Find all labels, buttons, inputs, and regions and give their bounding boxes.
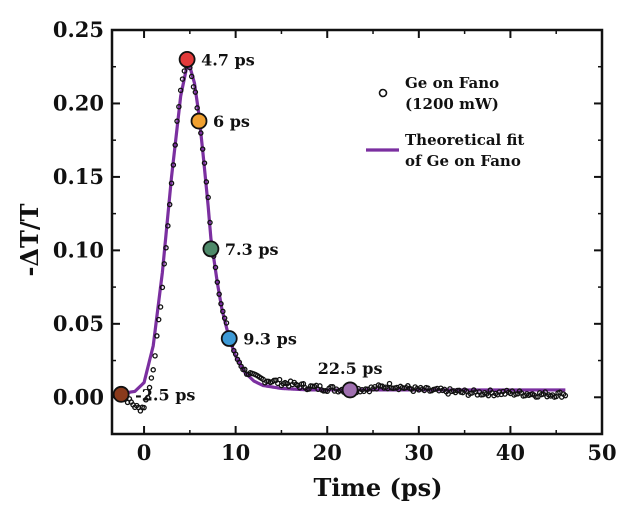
scatter-point <box>271 377 277 384</box>
scatter-point <box>150 367 156 373</box>
x-tick-label: 20 <box>313 440 342 465</box>
scatter-point <box>161 261 167 267</box>
annotations: -2.5 ps 4.7 ps 6 ps 7.3 ps 9.3 ps 22.5 ps <box>112 50 383 404</box>
y-axis-title: -ΔT/T <box>15 203 44 276</box>
scatter-point <box>203 179 210 185</box>
scatter-point <box>190 84 197 90</box>
scatter-point <box>201 160 208 166</box>
scatter-point <box>445 391 451 397</box>
scatter-point <box>216 291 222 297</box>
scatter-point <box>177 87 184 94</box>
scatter-point <box>240 366 246 373</box>
scatter-point <box>172 142 178 148</box>
annotation-marker <box>190 112 208 130</box>
legend-marker-scatter <box>378 88 388 98</box>
scatter-point <box>141 404 147 411</box>
scatter-point <box>159 284 166 291</box>
scatter-point <box>176 103 182 110</box>
scatter-point <box>220 308 226 315</box>
x-axis-title: Time (ps) <box>314 473 443 502</box>
y-tick-label: 0.00 <box>53 384 104 409</box>
scatter-point <box>166 201 173 208</box>
scatter-point <box>152 353 158 359</box>
y-tick-label: 0.20 <box>53 90 104 115</box>
scatter-point <box>179 76 186 82</box>
scatter-point <box>242 366 248 373</box>
scatter-point <box>205 194 211 201</box>
scatter-point <box>165 223 171 229</box>
scatter-point <box>174 118 180 124</box>
scatter-point <box>214 279 221 285</box>
annotation-marker <box>202 240 220 258</box>
scatter-point <box>144 394 151 401</box>
scatter-point <box>157 304 164 310</box>
legend-label-fit: Theoretical fit <box>405 131 524 149</box>
scatter-point <box>218 301 224 307</box>
scatter-point <box>223 320 230 326</box>
y-tick-label: 0.25 <box>53 17 104 42</box>
annotation-marker <box>178 50 196 68</box>
legend-label-fit: of Ge on Fano <box>405 152 521 170</box>
scatter-point <box>562 392 569 399</box>
legend: Ge on Fano (1200 mW) Theoretical fit of Ge … <box>366 74 524 170</box>
scatter-point <box>410 388 417 395</box>
scatter-point <box>170 162 177 168</box>
scatter-point <box>192 89 199 95</box>
axis-titles: Time (ps) -ΔT/T <box>15 203 443 502</box>
scatter-point <box>276 376 283 383</box>
scatter-point <box>328 383 334 390</box>
scatter-point <box>329 384 336 390</box>
scatter-point <box>188 73 195 80</box>
annotation-marker <box>112 385 130 403</box>
x-tick-label: 40 <box>496 440 525 465</box>
scatter-point <box>148 375 155 381</box>
y-tick-label: 0.05 <box>53 311 104 336</box>
legend-label-scatter: Ge on Fano <box>405 74 499 92</box>
legend-label-scatter: (1200 mW) <box>405 95 499 113</box>
plot-frame <box>110 28 604 436</box>
x-tick-label: 10 <box>221 440 250 465</box>
annotation-label: 7.3 ps <box>225 240 279 259</box>
scatter-point <box>199 146 206 152</box>
x-tick-label: 30 <box>404 440 433 465</box>
scatter-point <box>232 351 239 357</box>
annotation-marker <box>341 381 359 399</box>
scatter-point <box>163 245 169 251</box>
y-tick-label: 0.10 <box>53 237 104 262</box>
scatter-point <box>198 130 204 136</box>
annotation-label: 22.5 ps <box>318 359 383 378</box>
scatter-point <box>386 380 393 387</box>
ticks: 0 10 20 30 40 50 0.00 0.05 0.10 0.15 0.20 0.25 <box>53 17 617 465</box>
annotation-label: 6 ps <box>213 112 250 131</box>
scatter-point <box>181 68 188 74</box>
x-tick-label: 0 <box>137 440 152 465</box>
annotation-label: 9.3 ps <box>243 330 297 349</box>
annotation-label: 4.7 ps <box>201 50 255 69</box>
scatter-point <box>485 392 492 399</box>
scatter-point <box>168 180 175 186</box>
scatter-point <box>542 389 548 395</box>
x-tick-label: 50 <box>587 440 616 465</box>
fit-series <box>115 63 567 395</box>
scatter-point <box>194 105 200 111</box>
scatter-point <box>154 333 160 339</box>
annotation-label: -2.5 ps <box>135 385 195 404</box>
annotation-marker <box>220 330 238 347</box>
scatter-point <box>366 388 373 395</box>
scatter-point <box>207 219 213 226</box>
scatter-point <box>155 316 162 323</box>
axes <box>110 28 604 436</box>
scatter-point <box>221 315 228 321</box>
scatter-point <box>212 264 219 271</box>
scatter-point <box>146 384 153 391</box>
fit-line <box>115 63 567 395</box>
y-tick-label: 0.15 <box>53 164 104 189</box>
